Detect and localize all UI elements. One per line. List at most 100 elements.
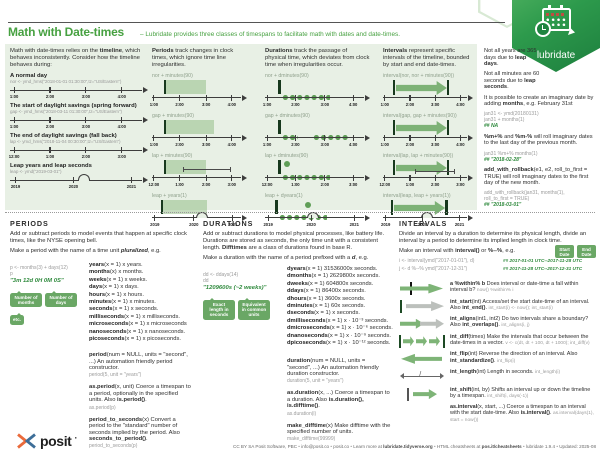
periods-intro: Add or subtract periods to model events … (10, 231, 187, 244)
duration-dots-diagram: 12:00 1:00 2:00 3:00 (262, 160, 370, 187)
footer-segment: lubridate 1.9.4 (522, 444, 555, 449)
period-diagram-lap: lap + minutes(90) 12:00 1:00 2:00 3:00 (149, 153, 247, 187)
interval-fn-row: int_length(int) Length in seconds. int_l… (399, 369, 596, 383)
interval-fn-text: int_flip(int) Reverse the direction of a… (450, 351, 578, 364)
unit-entry: hours(x = 1) x hours. (89, 291, 144, 298)
code-snippet: v <- c(dt, dt + 100, dt + 1000); int_dif… (505, 340, 590, 346)
timeline-axis: 2019 2020 2021 (10, 174, 148, 190)
periods-column: Periods track changes in clock times, wh… (149, 48, 247, 233)
durations-function-list: duration(num = NULL, units = "second", .… (287, 358, 391, 448)
callout-badge: Number of days (45, 290, 77, 308)
interval-fn-row: int_shift(int, by) Shifts an interval up… (399, 387, 596, 401)
duration-dots-diagram: 1:00 2:00 3:00 4:00 (263, 120, 370, 147)
interval-op-icon (399, 282, 445, 295)
function-entry: make_difftime(x) Make difftime with the … (287, 422, 391, 443)
unit-entry: picoseconds(x = 1) x picoseconds. (89, 336, 181, 343)
periods-example: p <- months(3) + days(12) p "3m 12d 0H 0… (10, 265, 90, 325)
code-row: i <- interval(ymd("2017-01-01"), d) ## 2… (399, 258, 596, 264)
note-leap-seconds: Not all minutes are 60 seconds due to le… (484, 71, 540, 91)
durations-lead: Durations track the passage of physical … (265, 48, 370, 68)
code-snippet: jan31 %m+% months(1) ## "2018-02-28" (484, 150, 538, 163)
durations-callouts: Exact length in seconds Equivalent in com… (203, 295, 281, 320)
interval-fn-row: int_start(int) Access/set the start date… (399, 299, 596, 313)
interval-op-icon (399, 352, 445, 365)
code-row: j <- d %--% ymd("2017-12-31") ## 2017-11… (399, 266, 596, 272)
note-imaginary-date: It is possible to create an imaginary da… (484, 94, 594, 108)
unit-entry: weeks(x = 1) x weeks. (89, 276, 148, 283)
duration-diagram-leap: leap + dyears(1) 2019 2020 2021 (263, 193, 370, 227)
unit-entry: dmilliseconds(x = 1) x · 10⁻³ seconds. (287, 317, 389, 324)
page-subtitle: – Lubridate provides three classes of ti… (140, 31, 401, 38)
duration-dots-diagram: 1:00 2:00 3:00 4:00 (263, 80, 370, 107)
timeline-intro: Math with date-times relies on the timel… (10, 48, 141, 68)
intervals-intro: Divide an interval by a duration to dete… (399, 231, 587, 244)
code-snippet: duration(5, unit = "years") (287, 378, 344, 385)
interval-diagram-gap: interval(gap, gap + minutes(90)) 1:00 2:… (381, 113, 473, 147)
end-date-badge: End Date (577, 245, 596, 258)
interval-fn-text: int_diff(times) Make the intervals that … (450, 333, 590, 346)
code-snippet: int_start(i) <- now(); int_start(i) (488, 305, 553, 311)
durations-intro: Add or subtract durations to model physi… (203, 231, 385, 251)
unit-entry: dhours(x = 1) 3600x seconds. (287, 295, 366, 302)
lubridate-hex-logo: lubridate (512, 0, 600, 72)
start-date-badge: Start Date (555, 245, 574, 258)
code-snippet: period(5, unit = "years") (89, 372, 142, 379)
duration-dots-diagram: 2019 2020 2021 (263, 200, 370, 227)
intervals-column: Intervals represent specific intervals o… (379, 48, 473, 233)
interval-op-icon (399, 387, 445, 401)
durations-section: DURATIONS Add or subtract durations to m… (203, 219, 393, 442)
unit-entry: dyears(x = 1) 31536000x seconds. (287, 266, 378, 272)
duration-diagram-normal: nor + dminutes(90) 1:00 2:00 3:00 4:00 (263, 73, 370, 107)
interval-arrow-diagram: 1:00 2:00 3:00 4:00 (381, 120, 473, 147)
unit-entry: microseconds(x = 1) x microseconds (89, 321, 187, 328)
code-snippet: as.interval(days(1), start = now()) (450, 411, 594, 424)
posit-logo: posit · (16, 433, 77, 449)
function-entry: period(num = NULL, units = "second", ...… (89, 352, 193, 378)
unit-entry: months(x) x months. (89, 269, 144, 276)
code-snippet: add_with_rollback(jan31, months(1), roll… (484, 190, 565, 209)
hex-logo-label: lubridate (536, 50, 576, 61)
code-snippet: jan31 <- ymd(20180131) jan31 + months(1)… (484, 111, 539, 130)
period-diagram-normal: nor + minutes(90) 1:00 2:00 3:00 4:00 (150, 73, 247, 107)
period-diagram-leap: leap + years(1) 2019 2020 2021 (150, 193, 247, 227)
function-entry: period_to_seconds(x) Convert a period to… (89, 417, 193, 450)
note-add-with-rollback: add_with_rollback(e1, e2, roll_to_first … (484, 167, 589, 187)
unit-entry: milliseconds(x = 1) x milliseconds. (89, 313, 181, 320)
unit-entry: dnanoseconds(x = 1) x · 10⁻⁹ seconds. (287, 332, 391, 339)
periods-make-line: Make a period with the name of a time un… (10, 248, 161, 255)
intervals-section: INTERVALS Divide an interval by a durati… (399, 219, 596, 437)
durations-column: Durations track the passage of physical … (262, 48, 370, 233)
interval-fn-text: int_aligns(int1, int2) Do two intervals … (450, 316, 589, 329)
footer-segment: CC BY SA Posit Software, PBC (233, 444, 298, 449)
timeline-row-normal: A normal day nor <- ymd_hms("2018-01-01 … (10, 73, 148, 100)
interval-example-codes: i <- interval(ymd("2017-01-01"), d) ## 2… (399, 258, 596, 272)
timeline-row-gap: The start of daylight savings (spring fo… (10, 103, 148, 130)
interval-op-icon (399, 299, 445, 313)
timeline-column: Math with date-times relies on the timel… (9, 48, 148, 193)
page-title: Math with Date-times (8, 25, 125, 39)
callout-badge: etc. (10, 312, 24, 325)
periods-heading: PERIODS (10, 219, 49, 228)
code-output: ## 2017-01-01 UTC--2017-11-28 UTC (503, 258, 583, 264)
periods-lead: Periods track changes in clock times, wh… (152, 48, 234, 68)
interval-arrow-diagram: 1:00 2:00 3:00 4:00 (381, 80, 473, 107)
interval-fn-text: int_length(int) Length in seconds. int_l… (450, 368, 561, 375)
code-snippet: int_flip(i) (497, 358, 516, 364)
callout-badge: Number of months (10, 290, 42, 308)
code-snippet: now() %within% i (476, 288, 514, 294)
posit-trademark-dot: · (74, 432, 78, 443)
footer-credits: CC BY SA Posit Software, PBCinfo@posit.c… (233, 444, 596, 449)
calendar-clock-icon (535, 5, 575, 37)
timeline-row-lap: The end of daylight savings (fall back) … (9, 133, 148, 160)
code-snippet: make_difftime(99999) (287, 436, 336, 443)
footer-segment: HTML cheatsheets at pos.it/cheatsheets (433, 444, 522, 449)
interval-fn-text: a %within% b Does interval or date-time … (450, 281, 579, 294)
interval-fn-row: a %within% b Does interval or date-time … (399, 281, 596, 295)
durations-example-output: "1209600s (~2 weeks)" (203, 285, 267, 291)
code-output: ## 2017-11-28 UTC--2017-12-31 UTC (503, 265, 583, 271)
interval-arrow-diagram: 12:00 1:00 2:00 3:00 (379, 160, 473, 187)
unit-entry: days(x = 1) x days. (89, 284, 139, 291)
unit-entry: dseconds(x = 1) x seconds. (287, 310, 360, 317)
unit-entry: dpicoseconds(x = 1) x · 10⁻¹² seconds. (287, 340, 391, 347)
interval-fn-row: int_flip(int) Reverse the direction of a… (399, 351, 596, 365)
